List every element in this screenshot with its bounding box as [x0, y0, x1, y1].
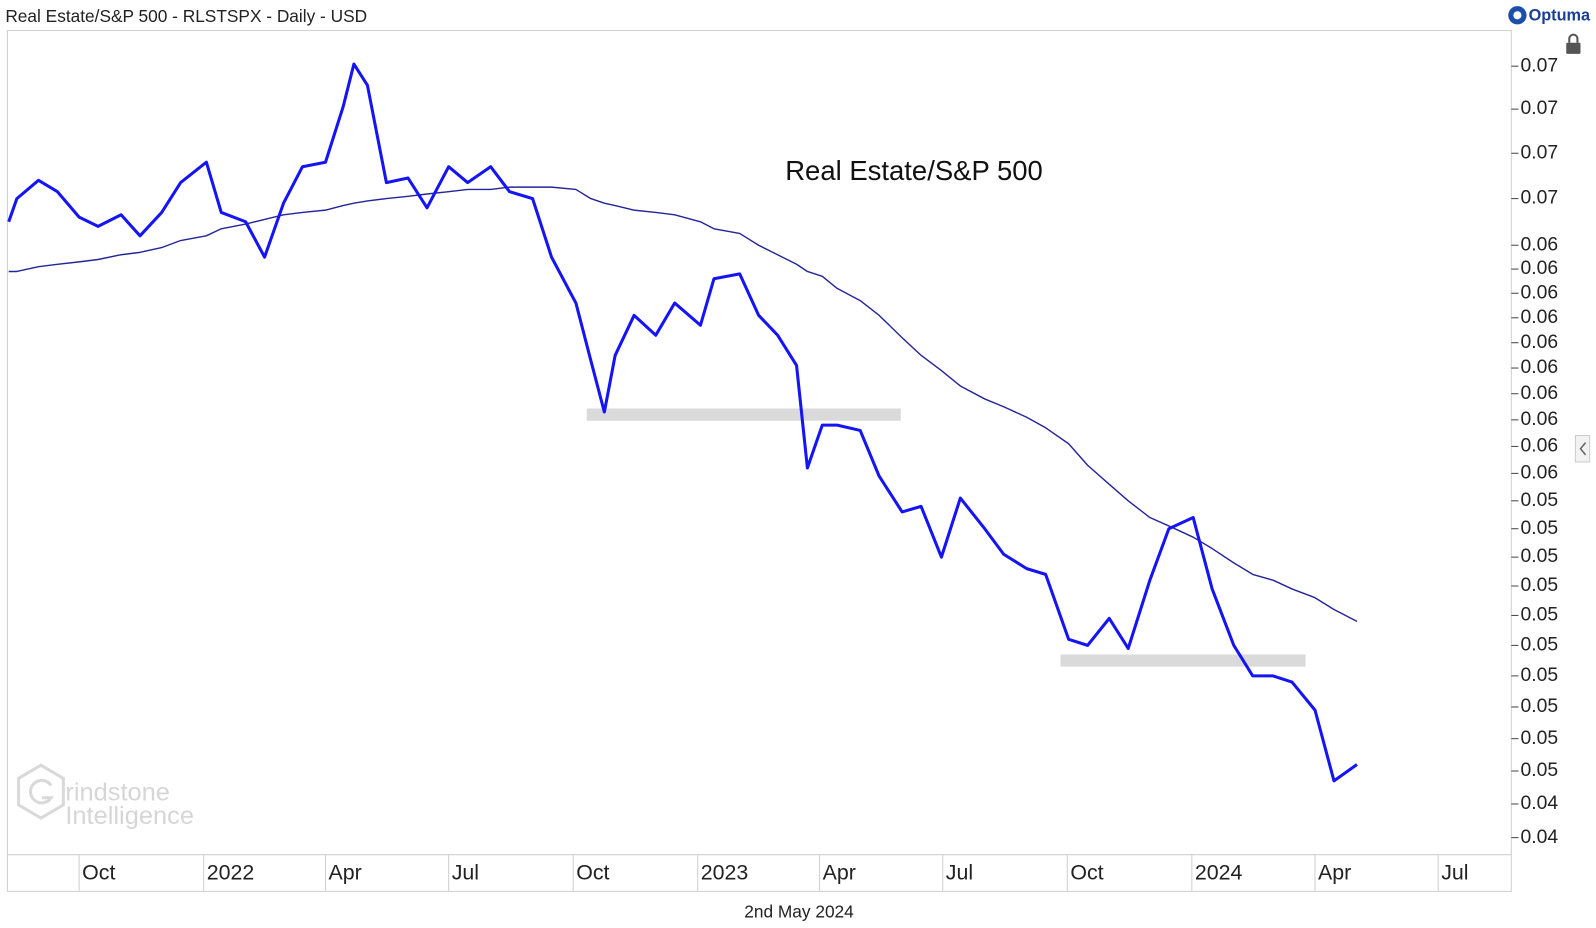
watermark-g — [29, 778, 54, 805]
lock-icon[interactable] — [1566, 33, 1581, 54]
y-tick-label: 0.05 — [1520, 728, 1558, 749]
collapse-box — [1574, 435, 1591, 463]
x-tick-label: Jul — [946, 861, 973, 885]
brand-logo: Optuma — [1508, 6, 1591, 25]
y-tick-label: 0.05 — [1520, 665, 1558, 686]
y-tick-label: 0.07 — [1520, 98, 1558, 119]
x-tick-label: Oct — [1070, 861, 1103, 885]
lock-body — [1566, 42, 1581, 54]
y-tick-label: 0.06 — [1520, 383, 1558, 404]
lock-shackle — [1568, 33, 1579, 43]
y-tick-label: 0.05 — [1520, 490, 1558, 511]
x-tick-label: 2022 — [207, 861, 255, 885]
y-tick-label: 0.05 — [1520, 605, 1558, 626]
x-axis-band — [6, 854, 1512, 892]
y-tick-label: 0.06 — [1520, 462, 1558, 483]
collapse-button[interactable] — [1574, 435, 1591, 463]
y-tick-label: 0.06 — [1520, 332, 1558, 353]
x-tick-label: Oct — [82, 861, 115, 885]
y-tick-label: 0.05 — [1520, 696, 1558, 717]
plot-area — [6, 30, 1512, 856]
watermark-line: Intelligence — [65, 802, 194, 830]
x-tick-label: Apr — [1318, 861, 1351, 885]
x-tick-label: 2024 — [1195, 861, 1243, 885]
watermark-line: rindstone — [65, 778, 170, 806]
series-line — [8, 186, 1358, 623]
y-tick-label: 0.06 — [1520, 409, 1558, 430]
collapse-arrow — [1579, 442, 1587, 456]
series-line — [7, 62, 1358, 783]
y-tick-label: 0.07 — [1520, 188, 1558, 209]
y-tick-label: 0.06 — [1520, 436, 1558, 457]
y-tick-label: 0.04 — [1520, 827, 1558, 848]
x-tick-label: Apr — [823, 861, 856, 885]
y-tick-label: 0.05 — [1520, 518, 1558, 539]
brand-icon-hole — [1513, 11, 1522, 20]
brand-name: Optuma — [1529, 7, 1591, 25]
y-tick-label: 0.05 — [1520, 546, 1558, 567]
support-band — [586, 408, 901, 421]
y-tick-label: 0.05 — [1520, 760, 1558, 781]
y-tick-label: 0.07 — [1520, 55, 1558, 76]
x-tick-label: 2023 — [701, 861, 749, 885]
watermark-icon — [17, 763, 65, 820]
y-tick-label: 0.07 — [1520, 142, 1558, 163]
y-tick-label: 0.06 — [1520, 234, 1558, 255]
date-label: 2nd May 2024 — [744, 901, 854, 921]
x-tick-label: Jul — [1441, 861, 1468, 885]
y-tick-label: 0.06 — [1520, 357, 1558, 378]
y-tick-label: 0.05 — [1520, 634, 1558, 655]
chart-title: Real Estate/S&P 500 - RLSTSPX - Daily - … — [5, 6, 367, 26]
x-tick-label: Jul — [452, 861, 479, 885]
y-tick-label: 0.06 — [1520, 258, 1558, 279]
y-tick-label: 0.04 — [1520, 793, 1558, 814]
y-tick-label: 0.06 — [1520, 282, 1558, 303]
series-annotation: Real Estate/S&P 500 — [785, 155, 1043, 186]
support-band — [1060, 654, 1306, 667]
y-tick-label: 0.05 — [1520, 575, 1558, 596]
x-tick-label: Oct — [576, 861, 609, 885]
watermark: rindstone Intelligence — [17, 763, 194, 830]
x-tick-label: Apr — [329, 861, 362, 885]
y-tick-label: 0.06 — [1520, 307, 1558, 328]
plot-layer — [7, 62, 1358, 783]
